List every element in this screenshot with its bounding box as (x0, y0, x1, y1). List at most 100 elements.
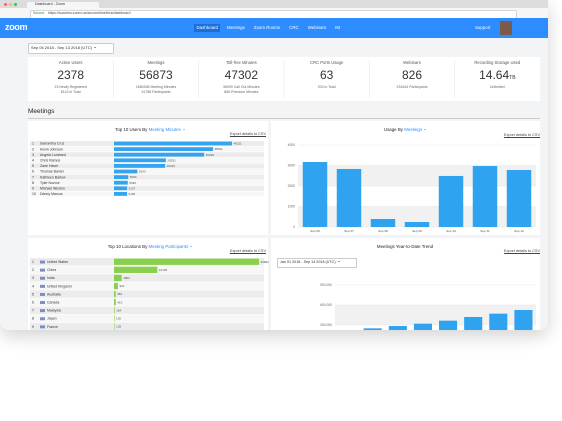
stat-label: Webinars (403, 60, 421, 65)
bar (514, 309, 533, 330)
y-tick-label: 1000 (288, 204, 296, 208)
bar (114, 274, 122, 282)
y-tick-label: 0 (293, 225, 295, 229)
nav-link[interactable]: Webinars (307, 25, 327, 30)
value-label: 33892 (261, 260, 270, 264)
avatar[interactable] (500, 21, 512, 35)
bar (114, 315, 115, 322)
bar (438, 175, 464, 227)
stat-value: 14.64TB (455, 69, 540, 81)
stat-detail: 856 Premium Minutes (224, 90, 259, 94)
tab-title[interactable]: Dashboard - Zoom (35, 1, 65, 6)
x-tick-label: Sep 06 (310, 229, 320, 233)
stat-detail: 36090 Call Out Minutes (223, 85, 260, 89)
date-range[interactable]: Sep 06 2018 - Sep 13 2018 (UTC) (31, 46, 96, 50)
rank: 8 (32, 181, 34, 185)
bar (114, 147, 214, 151)
panel-title: Usage By (383, 127, 403, 132)
bar (114, 141, 232, 146)
nav-link[interactable]: IM (335, 25, 341, 30)
stat-detail: 200 in Total (317, 85, 336, 89)
nav-link[interactable]: Dashboard (194, 24, 221, 33)
stat-value: 47302 (199, 69, 284, 81)
table-row (30, 185, 264, 191)
panel-title: Top 10 Users By (115, 127, 148, 132)
table-row (30, 290, 264, 298)
url[interactable]: https://success.zoom.us/account/metrics/… (48, 10, 131, 15)
flag (40, 301, 45, 305)
nav-link[interactable]: Zoom Rooms (253, 25, 281, 30)
value-label: 130 (116, 317, 121, 321)
value-label: 10135 (159, 268, 168, 272)
rank: 6 (32, 300, 34, 304)
metric-dropdown[interactable]: Meetings (404, 127, 426, 132)
value-label: 164 (116, 308, 121, 312)
name: Canada (47, 300, 59, 304)
panel-title: Top 10 Users By Meeting Minutes (50, 127, 250, 132)
stat-value: 826 (369, 69, 454, 81)
bar (464, 316, 483, 330)
rank: 1 (32, 260, 34, 264)
table-row (30, 306, 264, 315)
metric-dropdown[interactable]: Meeting Minutes (149, 127, 185, 132)
flag (40, 292, 45, 296)
value-label: 410 (117, 300, 122, 304)
table-row (30, 191, 264, 197)
bar (114, 175, 129, 179)
y-tick-label: 600,000 (320, 303, 332, 307)
table-row (30, 298, 264, 306)
bar (363, 328, 382, 330)
value-label: 20331 (167, 158, 176, 162)
name: Kathleen Barlow (40, 175, 66, 179)
stat-detail: 1660948 Meeting Minutes (135, 85, 177, 89)
bar (114, 266, 158, 273)
rank: 6 (32, 170, 34, 174)
value-label: 5390 (129, 181, 136, 185)
table-row (30, 174, 264, 180)
date-range[interactable]: Jan 01 2018 - Sep 14 2018 (UTC) (280, 260, 340, 265)
x-tick-label: Sep 07 (344, 229, 354, 233)
stat-label: CRC Ports Usage (310, 60, 344, 65)
bar (404, 221, 430, 227)
bar (114, 307, 115, 314)
nav-link[interactable]: CRC (289, 25, 299, 30)
name: China (47, 268, 56, 272)
support-link[interactable]: Support (475, 25, 491, 30)
value-label: 5106 (129, 192, 136, 196)
logo[interactable]: zoom (5, 22, 28, 32)
rank: 7 (32, 175, 34, 179)
rank: 3 (32, 276, 34, 280)
rank: 3 (32, 153, 34, 157)
zoom-button[interactable] (14, 2, 17, 6)
stat-value: 47302 (224, 68, 258, 82)
rank: 10 (32, 192, 36, 196)
stat-value: 2378 (28, 69, 113, 81)
bar (114, 180, 128, 185)
nav-link[interactable]: Meetings (226, 25, 245, 30)
stat-value: 14.64 (479, 68, 510, 82)
export-link[interactable]: Export details to CSV (503, 249, 540, 253)
y-tick-label: 2000 (288, 184, 296, 188)
bar (506, 170, 532, 227)
value-label: 128 (116, 325, 121, 329)
export-link[interactable]: Export details to CSV (503, 133, 540, 137)
bar (472, 166, 498, 227)
tab[interactable] (27, 1, 99, 8)
stat-label: Meetings (147, 60, 165, 65)
divider (28, 118, 540, 119)
stat-value: 63 (284, 69, 369, 81)
stat-detail: Unlimited (490, 85, 505, 89)
name: Tyler Nozrce (40, 181, 60, 185)
export-link[interactable]: Export details to CSV (229, 132, 266, 136)
value-label: 5580 (130, 175, 137, 179)
export-link[interactable]: Export details to CSV (229, 249, 266, 253)
close-button[interactable] (4, 2, 7, 6)
rank: 4 (32, 284, 34, 288)
metric-dropdown[interactable]: Meeting Participants (149, 244, 193, 249)
bar (114, 299, 116, 306)
rank: 2 (32, 147, 34, 151)
minimize-button[interactable] (9, 2, 12, 6)
value-label: 38811 (215, 147, 223, 151)
stat-label: Recording Storage Used (474, 60, 521, 65)
stat-detail: 23 Newly Registered (54, 85, 87, 89)
